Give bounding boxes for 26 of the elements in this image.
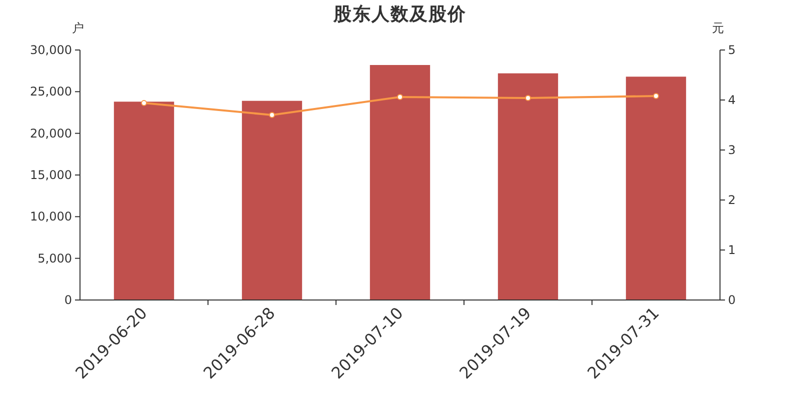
bar [114, 102, 174, 300]
point [141, 100, 147, 106]
y-tick-label: 10,000 [30, 210, 72, 224]
y-tick-label: 0 [64, 293, 72, 307]
y2-tick-label: 2 [728, 193, 736, 207]
bar [498, 73, 558, 300]
bar [242, 100, 302, 300]
y2-tick-label: 0 [728, 293, 736, 307]
y-tick-label: 20,000 [30, 126, 72, 140]
y2-tick-label: 3 [728, 143, 736, 157]
point [397, 94, 403, 100]
chart-title: 股东人数及股价 [332, 4, 466, 25]
y-tick-label: 5,000 [38, 251, 72, 266]
bar [626, 76, 686, 300]
y-tick-label: 30,000 [30, 43, 72, 57]
y2-tick-label: 5 [728, 43, 736, 57]
bar [370, 65, 430, 300]
point [653, 93, 659, 99]
y2-tick-label: 4 [728, 93, 736, 107]
y-axis-title: 户 [72, 21, 84, 35]
y2-axis-title: 元 [712, 21, 724, 35]
y-tick-label: 15,000 [30, 168, 72, 182]
point [525, 95, 531, 101]
y-tick-label: 25,000 [30, 84, 72, 99]
y2-tick-label: 1 [728, 243, 736, 257]
point [269, 112, 275, 118]
